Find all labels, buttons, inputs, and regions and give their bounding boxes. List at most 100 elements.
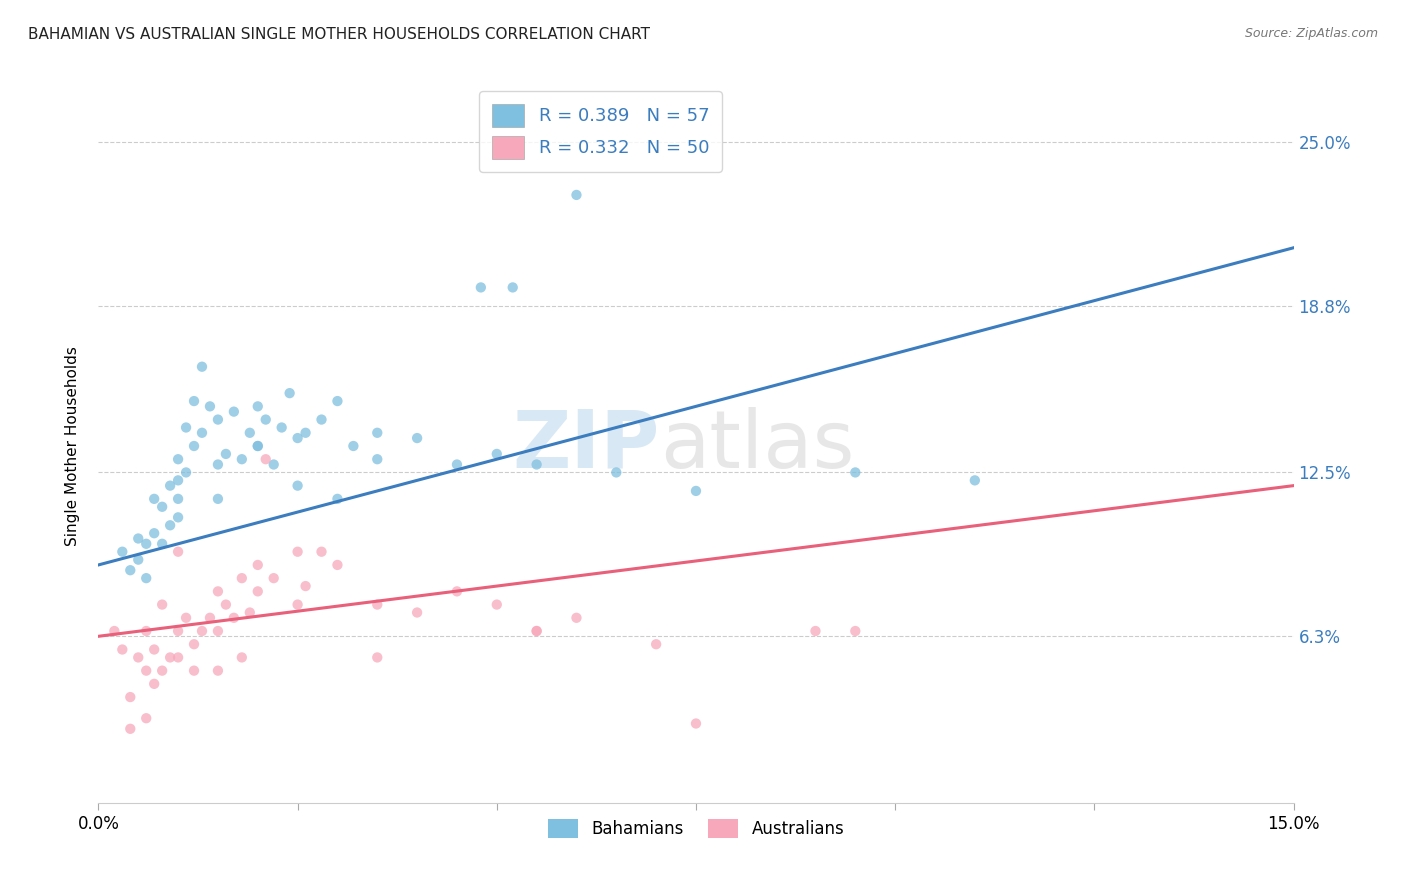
- Point: [278, 386, 301, 401]
- Point: [135, 624, 157, 638]
- Point: [174, 611, 197, 625]
- Point: [645, 637, 668, 651]
- Point: [844, 624, 866, 638]
- Point: [804, 624, 827, 638]
- Point: [167, 452, 190, 467]
- Point: [685, 483, 707, 498]
- Point: [150, 537, 173, 551]
- Point: [183, 394, 205, 409]
- Point: [150, 598, 173, 612]
- Point: [270, 420, 292, 434]
- Point: [263, 571, 285, 585]
- Point: [135, 711, 157, 725]
- Point: [167, 650, 190, 665]
- Point: [311, 412, 333, 426]
- Point: [526, 624, 548, 638]
- Point: [326, 491, 349, 506]
- Point: [406, 431, 429, 445]
- Point: [605, 466, 627, 480]
- Point: [207, 412, 229, 426]
- Text: atlas: atlas: [661, 407, 855, 485]
- Point: [143, 491, 166, 506]
- Point: [120, 722, 142, 736]
- Text: BAHAMIAN VS AUSTRALIAN SINGLE MOTHER HOUSEHOLDS CORRELATION CHART: BAHAMIAN VS AUSTRALIAN SINGLE MOTHER HOU…: [28, 27, 650, 42]
- Point: [366, 452, 388, 467]
- Point: [207, 664, 229, 678]
- Point: [207, 491, 229, 506]
- Point: [311, 545, 333, 559]
- Point: [526, 624, 548, 638]
- Point: [485, 447, 508, 461]
- Point: [111, 545, 134, 559]
- Point: [183, 637, 205, 651]
- Point: [183, 664, 205, 678]
- Point: [207, 458, 229, 472]
- Point: [246, 439, 269, 453]
- Point: [231, 452, 253, 467]
- Point: [207, 624, 229, 638]
- Point: [167, 510, 190, 524]
- Point: [446, 584, 468, 599]
- Point: [103, 624, 125, 638]
- Point: [120, 563, 142, 577]
- Point: [167, 624, 190, 638]
- Point: [565, 611, 588, 625]
- Point: [239, 606, 262, 620]
- Point: [844, 466, 866, 480]
- Point: [470, 280, 492, 294]
- Point: [127, 532, 149, 546]
- Point: [254, 452, 277, 467]
- Point: [120, 690, 142, 704]
- Point: [287, 545, 309, 559]
- Point: [167, 491, 190, 506]
- Point: [294, 425, 316, 440]
- Point: [207, 584, 229, 599]
- Point: [326, 394, 349, 409]
- Point: [150, 500, 173, 514]
- Point: [135, 664, 157, 678]
- Point: [406, 606, 429, 620]
- Point: [565, 188, 588, 202]
- Point: [198, 611, 221, 625]
- Point: [135, 571, 157, 585]
- Point: [231, 571, 253, 585]
- Point: [485, 598, 508, 612]
- Point: [287, 431, 309, 445]
- Point: [287, 598, 309, 612]
- Point: [143, 642, 166, 657]
- Point: [446, 458, 468, 472]
- Point: [366, 650, 388, 665]
- Point: [167, 474, 190, 488]
- Point: [191, 425, 214, 440]
- Legend: Bahamians, Australians: Bahamians, Australians: [541, 812, 851, 845]
- Point: [159, 478, 181, 492]
- Point: [231, 650, 253, 665]
- Point: [366, 425, 388, 440]
- Point: [287, 478, 309, 492]
- Point: [222, 404, 245, 418]
- Point: [239, 425, 262, 440]
- Point: [215, 598, 238, 612]
- Point: [174, 420, 197, 434]
- Point: [326, 558, 349, 572]
- Point: [191, 624, 214, 638]
- Point: [263, 458, 285, 472]
- Point: [246, 400, 269, 414]
- Point: [246, 439, 269, 453]
- Point: [143, 526, 166, 541]
- Point: [342, 439, 364, 453]
- Point: [159, 650, 181, 665]
- Point: [222, 611, 245, 625]
- Point: [685, 716, 707, 731]
- Point: [135, 537, 157, 551]
- Point: [127, 650, 149, 665]
- Point: [127, 552, 149, 566]
- Point: [167, 545, 190, 559]
- Point: [191, 359, 214, 374]
- Point: [246, 558, 269, 572]
- Point: [366, 598, 388, 612]
- Point: [215, 447, 238, 461]
- Point: [254, 412, 277, 426]
- Point: [174, 466, 197, 480]
- Point: [159, 518, 181, 533]
